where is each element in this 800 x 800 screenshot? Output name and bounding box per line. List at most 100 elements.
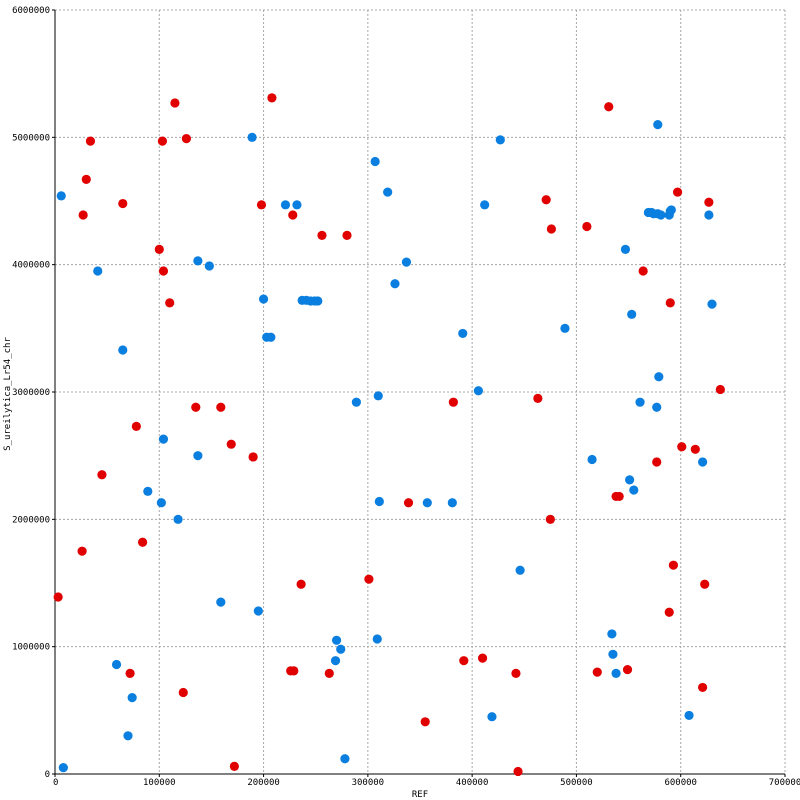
x-tick-label: 100000 — [143, 778, 176, 788]
blue-point — [620, 244, 631, 254]
red-point — [296, 579, 306, 589]
x-tick-labels: 0 100000 200000 300000 400000 500000 600000 700… — [53, 774, 800, 788]
red-point — [614, 491, 624, 502]
red-point — [448, 397, 458, 407]
blue-point — [266, 332, 276, 342]
red-point — [256, 200, 267, 210]
red-point — [53, 592, 63, 602]
red-point — [604, 102, 614, 112]
x-tick-label: 400000 — [456, 778, 489, 788]
red-point — [324, 668, 334, 679]
red-point — [672, 187, 683, 197]
x-tick-label: 0 — [53, 778, 58, 788]
red-point — [342, 230, 352, 240]
red-point — [77, 546, 87, 556]
red-point — [226, 439, 236, 449]
red-point — [592, 667, 602, 677]
blue-point — [654, 372, 664, 382]
blue-point — [629, 485, 639, 495]
red-point — [229, 761, 239, 771]
blue-point — [330, 656, 341, 666]
blue-point — [58, 763, 68, 773]
red-point — [511, 668, 521, 679]
blue-point — [258, 294, 269, 304]
blue-point — [587, 454, 597, 465]
blue-point — [280, 200, 291, 210]
blue-point — [143, 486, 153, 496]
x-tick-label: 500000 — [560, 778, 593, 788]
data-points — [53, 93, 725, 777]
blue-point — [247, 132, 257, 142]
blue-point — [56, 191, 66, 201]
red-point — [125, 668, 135, 679]
red-point — [545, 514, 555, 524]
red-point — [700, 579, 710, 589]
x-tick-label: 300000 — [352, 778, 385, 788]
red-point — [533, 393, 543, 403]
blue-point — [372, 634, 382, 644]
blue-point — [340, 754, 350, 764]
blue-point — [123, 731, 133, 741]
blue-point — [707, 299, 717, 309]
blue-point — [473, 386, 483, 396]
red-point — [513, 766, 523, 777]
red-point — [288, 210, 298, 220]
red-point — [158, 266, 169, 276]
blue-point — [515, 565, 525, 575]
red-point — [704, 197, 714, 207]
blue-point — [635, 397, 645, 407]
red-point — [97, 470, 107, 480]
blue-point — [216, 597, 226, 607]
red-point — [170, 98, 180, 108]
blue-point — [653, 120, 663, 130]
red-point — [690, 444, 700, 454]
y-tick-label: 0 — [45, 770, 50, 780]
red-point — [78, 210, 88, 220]
red-point — [652, 457, 662, 467]
x-tick-label: 700000 — [769, 778, 800, 788]
blue-point — [193, 256, 203, 266]
blue-point — [652, 402, 662, 412]
blue-point — [118, 345, 128, 355]
red-point — [131, 421, 141, 431]
x-axis-label: REF — [412, 790, 428, 800]
blue-point — [351, 397, 361, 407]
blue-point — [560, 323, 570, 333]
y-tick-labels: 0 1000000 2000000 3000000 4000000 5000000 6000… — [12, 6, 55, 780]
red-point — [178, 687, 188, 698]
blue-point — [656, 210, 666, 220]
blue-point — [608, 649, 618, 659]
blue-point — [698, 457, 708, 467]
red-point — [622, 664, 633, 675]
red-point — [546, 224, 557, 234]
blue-point — [684, 710, 694, 721]
x-tick-label: 200000 — [247, 778, 280, 788]
y-tick-label: 1000000 — [12, 643, 50, 653]
blue-point — [158, 434, 169, 444]
y-tick-label: 3000000 — [12, 388, 50, 398]
y-tick-label: 2000000 — [12, 515, 50, 525]
blue-point — [607, 629, 617, 639]
y-tick-label: 5000000 — [12, 133, 50, 143]
red-point — [216, 402, 226, 412]
blue-point — [374, 496, 384, 507]
blue-point — [93, 266, 103, 276]
red-point — [85, 136, 96, 146]
blue-point — [370, 156, 380, 167]
blue-point — [292, 200, 302, 210]
blue-point — [458, 328, 468, 339]
blue-point — [627, 309, 637, 319]
blue-point — [204, 261, 214, 271]
blue-point — [331, 635, 342, 645]
red-point — [638, 266, 648, 276]
x-tick-label: 600000 — [664, 778, 697, 788]
blue-point — [480, 200, 490, 210]
red-point — [165, 298, 175, 308]
red-point — [154, 244, 164, 254]
red-point — [138, 537, 148, 547]
red-point — [664, 607, 674, 617]
blue-point — [666, 205, 676, 215]
red-point — [403, 498, 414, 508]
